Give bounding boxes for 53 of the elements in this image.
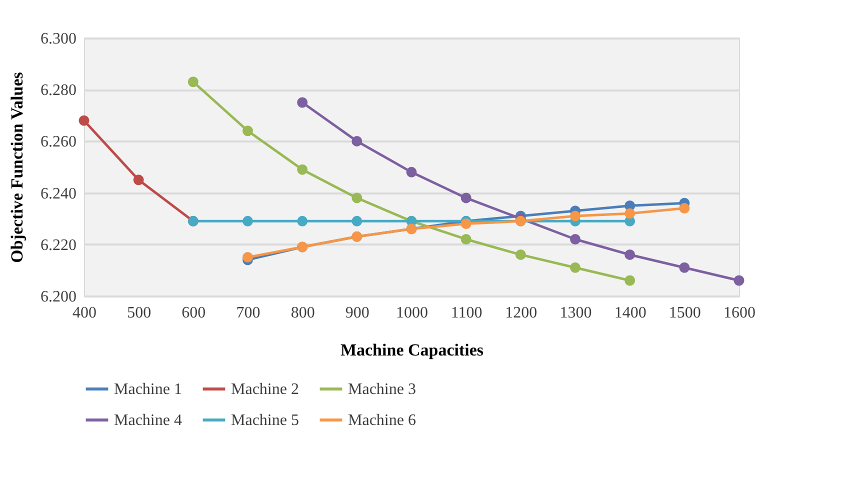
x-tick-label: 1600 [724,304,756,322]
legend-label: Machine 6 [348,412,416,429]
point [570,234,580,244]
x-tick-label: 1500 [668,304,701,322]
y-tick-label: 6.240 [40,185,76,202]
legend-label: Machine 5 [231,412,299,429]
point [297,97,308,108]
point [460,234,472,244]
x-tick-label: 800 [290,304,315,322]
point [679,262,690,273]
legend-label: Machine 4 [114,412,182,429]
point [297,216,308,226]
point [297,164,308,175]
point [570,210,580,222]
point [242,216,253,226]
x-axis-title: Machine Capacities [340,340,484,360]
x-tick-label: 1400 [614,304,646,322]
point [352,216,362,226]
y-tick-label: 6.200 [40,288,76,306]
legend-label: Machine 2 [231,381,299,398]
point [352,136,362,146]
y-tick-label: 6.280 [40,82,76,100]
point [624,249,636,260]
y-tick-label: 6.300 [40,30,76,48]
x-tick-label: 900 [345,304,370,322]
x-tick-label: 600 [182,304,206,322]
x-tick-label: 700 [236,304,260,322]
point [734,275,744,286]
y-tick-label: 6.220 [40,236,76,254]
legend-label: Machine 1 [114,381,182,398]
y-tick-label: 6.260 [40,134,76,151]
x-tick-label: 500 [127,304,152,322]
point [242,252,253,263]
point [624,275,636,286]
point [460,218,472,229]
legend-label: Machine 3 [348,381,416,398]
point [624,208,636,219]
x-tick-label: 1200 [505,304,538,322]
point [188,76,198,88]
point [570,262,580,273]
x-tick-label: 400 [72,304,96,322]
y-axis-title: Objective Function Values [8,72,26,263]
point [515,249,526,260]
point [679,203,690,214]
point [352,192,362,204]
x-tick-label: 1300 [560,304,592,322]
point [242,126,253,136]
point [133,174,144,186]
x-tick-label: 1000 [396,304,428,322]
point [78,115,90,126]
point [406,166,417,178]
x-tick-label: 1100 [450,304,482,322]
point [460,192,472,204]
